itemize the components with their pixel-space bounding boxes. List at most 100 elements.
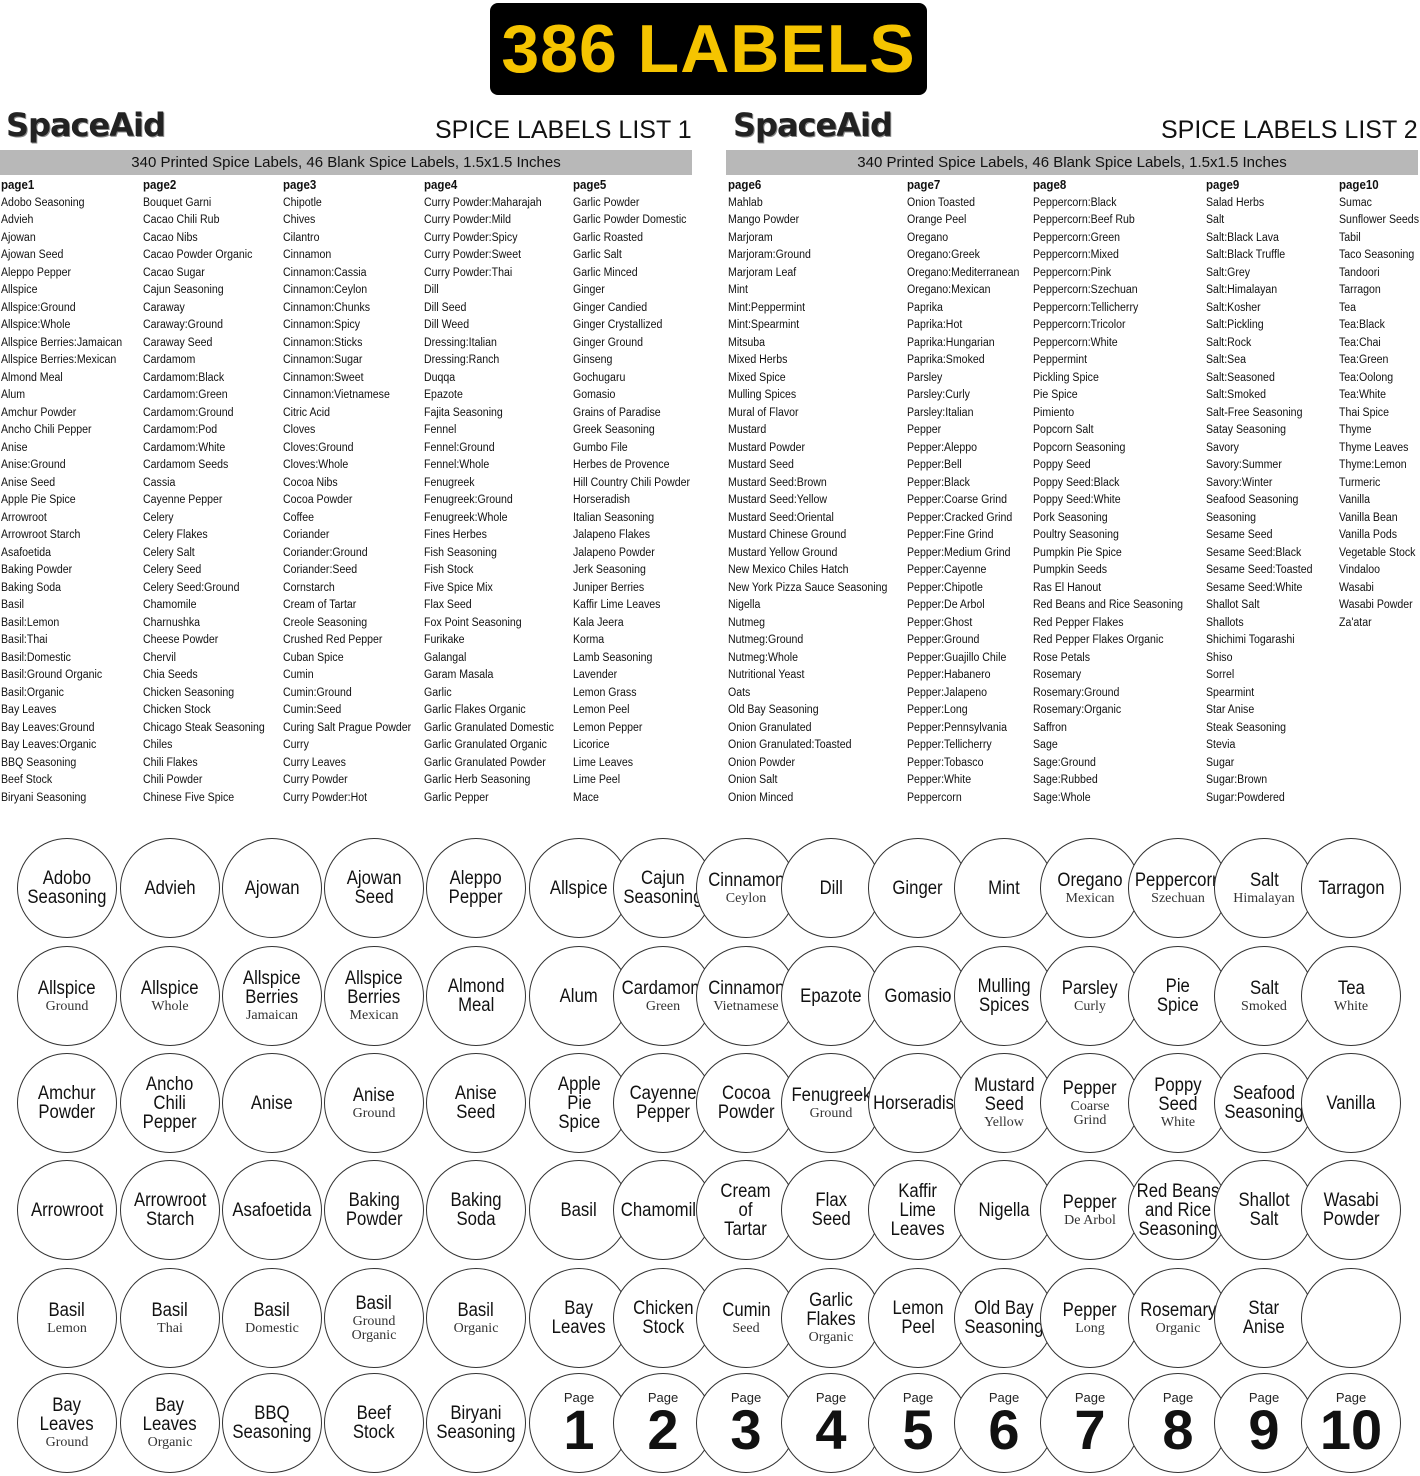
label-sub-text: Organic [1155,1320,1201,1336]
page-word: Page [902,1389,934,1405]
subtitle-bar: 340 Printed Spice Labels, 46 Blank Spice… [726,150,1418,175]
spice-label-circle: Vanilla [1301,1053,1401,1153]
label-main-text: Mint [988,877,1020,899]
spice-label-circle: Pepper De Arbol [1040,1160,1140,1260]
spice-list-item: Seafood Seasoning [1206,494,1299,506]
label-main-text: Apple Pie Spice [557,1073,601,1133]
spice-list-item: Alum [1,389,26,401]
spice-list-item: Nutmeg:Ground [728,634,804,646]
spice-list-item: Cardamom:Black [143,371,225,384]
brand-logo: SpaceAid [733,106,893,144]
spice-list-item: Allspice:Ground [1,301,76,314]
spice-label-circle: Basil Ground Organic [324,1268,424,1368]
spice-label-circle: Chicken Stock [613,1268,713,1368]
spice-label-circle: Apple Pie Spice [529,1053,629,1153]
page-word: Page [563,1389,595,1405]
label-main-text: Horseradish [872,1092,964,1114]
label-main-text: Kaffir Lime Leaves [891,1180,945,1240]
label-sub-text: Yellow [984,1115,1024,1130]
spice-list-item: Salt:Himalayan [1206,284,1278,296]
spice-label-circle: Asafoetida [222,1160,322,1260]
spice-label-circle: Garlic Flakes Organic [781,1268,881,1368]
spice-list-item: Italian Seasoning [573,511,655,524]
spice-list-item: Pepper [907,424,942,436]
spice-list-item: Duqqa [424,371,456,384]
spice-label-circle: Dill [781,838,881,938]
spice-list-item: Poppy Seed:Black [1033,476,1120,489]
spice-list-item: Cacao Nibs [143,231,198,244]
page-heading: page7 [907,178,941,192]
page-number-label: Page 4 [781,1373,881,1473]
spice-list-item: Fenugreek:Ground [424,494,513,506]
spice-label-circle: Tea White [1301,946,1401,1046]
label-sub-text: Coarse Grind [1070,1098,1110,1128]
page-heading: page1 [1,178,35,192]
spice-label-circle: Bay Leaves Ground [17,1373,117,1473]
label-main-text: Cajun Seasoning [623,868,703,908]
spice-list-item: Chicago Steak Seasoning [143,721,265,734]
spice-list-item: Dill Weed [424,319,470,331]
spice-list-item: Spearmint [1206,686,1255,699]
label-main-text: Ajowan [244,877,300,899]
spice-list-item: Tea:Green [1339,354,1389,366]
spice-list-item: Mixed Spice [728,371,786,384]
label-main-text: Advieh [144,877,196,899]
spice-list-item: Garlic Salt [573,249,622,261]
spice-label-circle: Baking Soda [426,1160,526,1260]
spice-label-circle: Wasabi Powder [1301,1160,1401,1260]
label-main-text: Gomasio [884,985,952,1007]
spice-list-item: Star Anise [1206,704,1255,716]
spice-list-item: Epazote [424,389,463,401]
label-main-text: Ginger [892,877,944,899]
spice-list-item: Garlic Powder Domestic [573,214,687,226]
spice-label-circle: Parsley Curly [1040,946,1140,1046]
spice-list-item: Pepper:Guajillo Chile [907,651,1007,664]
spice-list-item: Savory:Winter [1206,476,1273,489]
label-sub-text: Whole [151,998,189,1014]
page-list-2: page2 Bouquet Garni Cacao Chili Rub Cacao N… [143,177,265,807]
spice-list-item: Lime Leaves [573,756,634,769]
spice-list-item: Celery Seed [143,564,202,576]
label-sub-text: Ground [45,998,89,1014]
spice-list-item: Curry Powder:Mild [424,214,512,226]
label-main-text: Pepper [1063,1299,1117,1321]
spice-list-item: Fish Seasoning [424,546,497,559]
spice-list-item: Poppy Seed:White [1033,494,1121,506]
spice-list-item: Fenugreek:Whole [424,511,508,524]
spice-list-item: Fennel [424,424,457,436]
spice-label-circle: Beef Stock [324,1373,424,1473]
subtitle-bar: 340 Printed Spice Labels, 46 Blank Spice… [0,150,692,175]
spice-list-item: Almond Meal [1,371,63,384]
spice-list-item: Gomasio [573,389,616,401]
label-main-text: Amchur Powder [38,1083,96,1123]
page-number: 8 [1162,1397,1194,1461]
spice-list-item: Mustard Seed [728,459,794,471]
spice-list-item: Chicken Stock [143,704,211,716]
spice-list-item: Peppercorn [907,791,962,804]
spice-label-circle: Cocoa Powder [696,1053,796,1153]
page-word: Page [1074,1389,1106,1405]
spice-list-item: Grains of Paradise [573,406,661,419]
spice-list-item: Pepper:Bell [907,459,962,471]
spice-list-item: Tea:Chai [1339,336,1381,349]
spice-list-item: Chives [283,214,316,226]
page-list-10: page10 Sumac Sunflower Seeds Tabil Taco Seas… [1339,177,1419,632]
spice-list-item: Arrowroot [1,511,47,524]
spice-list-item: Onion Toasted [907,196,976,209]
spice-list-item: BBQ Seasoning [1,756,77,769]
spice-list-item: Tea:Black [1339,319,1385,331]
spice-list-item: Tarragon [1339,284,1381,296]
spice-list-item: Chamomile [143,599,197,611]
label-main-text: Allspice Berries [345,968,403,1008]
spice-list-item: Celery [143,511,174,524]
spice-label-circle: Anise [222,1053,322,1153]
page-number-label: Page 5 [868,1373,968,1473]
spice-list-item: Salt:Rock [1206,336,1252,349]
spice-list-item: Garlic Powder [573,196,640,209]
spice-label-circle: Almond Meal [426,946,526,1046]
spice-label-circle: Mulling Spices [954,946,1054,1046]
spice-label-circle: Basil Lemon [17,1268,117,1368]
label-sub-text: Domestic [245,1320,299,1336]
spice-list-item: Pepper:Aleppo [907,441,978,454]
page-number: 1 [563,1397,595,1461]
